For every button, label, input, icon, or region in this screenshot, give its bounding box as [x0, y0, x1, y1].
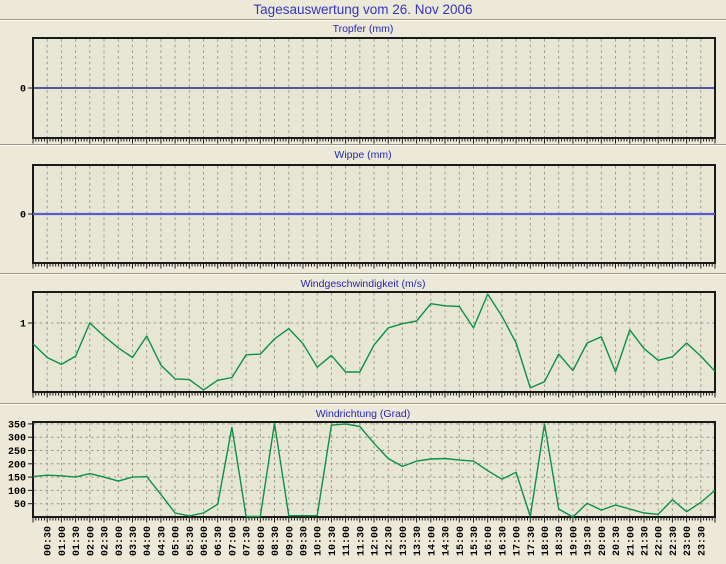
svg-text:09:30: 09:30: [300, 526, 311, 556]
svg-text:19:00: 19:00: [569, 526, 580, 556]
svg-text:05:30: 05:30: [186, 526, 197, 556]
chart-title-windgeschwindigkeit: Windgeschwindigkeit (m/s): [300, 278, 426, 290]
panel-divider-1: [0, 19, 726, 21]
svg-text:11:00: 11:00: [342, 526, 353, 556]
svg-text:02:00: 02:00: [86, 526, 97, 556]
svg-text:15:00: 15:00: [456, 526, 467, 556]
chart-title-tropfer: Tropfer (mm): [332, 23, 394, 35]
svg-text:250: 250: [8, 447, 26, 458]
svg-text:13:30: 13:30: [413, 526, 424, 556]
svg-text:11:30: 11:30: [356, 526, 367, 556]
chart-title-windrichtung: Windrichtung (Grad): [315, 408, 411, 420]
svg-text:20:30: 20:30: [612, 526, 623, 556]
svg-text:14:30: 14:30: [442, 526, 453, 556]
windgeschwindigkeit-chart: 1: [20, 291, 716, 398]
svg-text:04:30: 04:30: [157, 526, 168, 556]
svg-text:07:30: 07:30: [243, 526, 254, 556]
svg-text:15:30: 15:30: [470, 526, 481, 556]
wippe-chart: 0: [20, 164, 716, 269]
svg-text:06:00: 06:00: [200, 526, 211, 556]
svg-text:17:00: 17:00: [513, 526, 524, 556]
svg-text:16:30: 16:30: [498, 526, 509, 556]
svg-text:19:30: 19:30: [584, 526, 595, 556]
panel-divider-4: [0, 403, 726, 405]
svg-text:350: 350: [8, 420, 26, 431]
svg-text:150: 150: [8, 474, 26, 485]
svg-text:01:30: 01:30: [72, 526, 83, 556]
svg-text:21:00: 21:00: [626, 526, 637, 556]
svg-text:03:30: 03:30: [129, 526, 140, 556]
chart-title-wippe: Wippe (mm): [334, 149, 392, 161]
tropfer-chart: 0: [20, 37, 716, 144]
svg-text:10:30: 10:30: [328, 526, 339, 556]
svg-text:300: 300: [8, 434, 26, 445]
svg-text:18:30: 18:30: [555, 526, 566, 556]
svg-text:22:00: 22:00: [655, 526, 666, 556]
svg-text:00:30: 00:30: [44, 526, 55, 556]
svg-text:100: 100: [8, 487, 26, 498]
panel-divider-3: [0, 273, 726, 275]
svg-text:18:00: 18:00: [541, 526, 552, 556]
svg-text:23:30: 23:30: [697, 526, 708, 556]
svg-text:01:00: 01:00: [58, 526, 69, 556]
svg-text:09:00: 09:00: [285, 526, 296, 556]
svg-text:21:30: 21:30: [641, 526, 652, 556]
svg-text:13:00: 13:00: [399, 526, 410, 556]
svg-text:12:00: 12:00: [371, 526, 382, 556]
svg-text:23:00: 23:00: [683, 526, 694, 556]
svg-text:0: 0: [20, 211, 26, 222]
svg-text:16:00: 16:00: [484, 526, 495, 556]
svg-text:08:00: 08:00: [257, 526, 268, 556]
panel-divider-2: [0, 144, 726, 146]
svg-text:20:00: 20:00: [598, 526, 609, 556]
windrichtung-chart: 350 300 250 200 150 100 50 00:30 01:00 01:30 02:00…: [8, 420, 716, 556]
svg-text:06:30: 06:30: [214, 526, 225, 556]
svg-text:12:30: 12:30: [385, 526, 396, 556]
svg-text:50: 50: [14, 500, 26, 511]
svg-text:22:30: 22:30: [669, 526, 680, 556]
svg-text:08:30: 08:30: [271, 526, 282, 556]
svg-text:07:00: 07:00: [228, 526, 239, 556]
svg-text:02:30: 02:30: [101, 526, 112, 556]
svg-text:200: 200: [8, 460, 26, 471]
svg-text:04:00: 04:00: [143, 526, 154, 556]
svg-text:14:00: 14:00: [427, 526, 438, 556]
svg-text:17:30: 17:30: [527, 526, 538, 556]
svg-text:03:00: 03:00: [115, 526, 126, 556]
svg-text:1: 1: [20, 320, 26, 331]
svg-text:0: 0: [20, 85, 26, 96]
svg-text:05:00: 05:00: [172, 526, 183, 556]
page-title: Tagesauswertung vom 26. Nov 2006: [253, 2, 473, 17]
svg-text:10:00: 10:00: [314, 526, 325, 556]
